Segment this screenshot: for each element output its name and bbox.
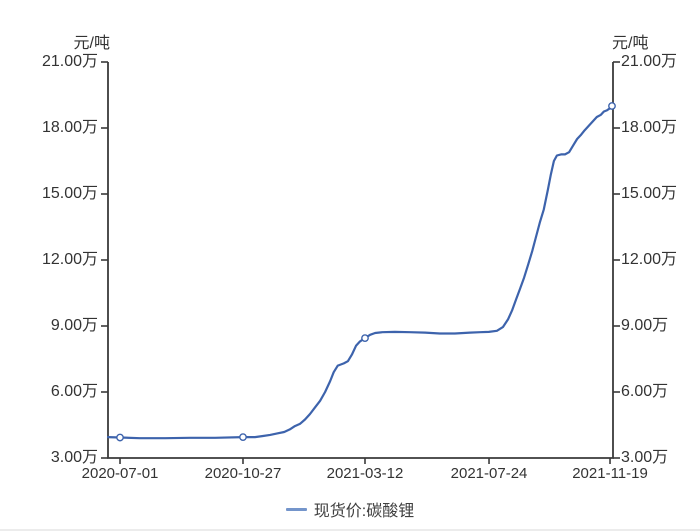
x-axis-tick-label: 2021-07-24 <box>450 465 528 482</box>
legend: 现货价:碳酸锂 <box>0 497 700 521</box>
price-line <box>106 104 614 440</box>
y-axis-tick-label-right: 6.00万 <box>621 383 669 400</box>
data-point-marker <box>608 102 616 110</box>
x-axis-tick-label: 2021-03-12 <box>326 465 404 482</box>
y-axis-tick-label-right: 9.00万 <box>621 317 669 334</box>
y-axis-tick-label-right: 15.00万 <box>621 185 678 202</box>
legend-label: 现货价:碳酸锂 <box>313 503 415 520</box>
y-axis-tick-label-left: 21.00万 <box>41 53 98 70</box>
y-axis-tick-label-right: 3.00万 <box>621 449 669 466</box>
x-axis-tick-label: 2020-07-01 <box>81 465 159 482</box>
x-axis-tick-label: 2021-11-19 <box>572 465 648 482</box>
y-axis-tick-label-left: 15.00万 <box>41 185 98 202</box>
y-axis-tick-label-right: 21.00万 <box>621 53 678 70</box>
y-axis-tick-label-left: 18.00万 <box>41 119 98 136</box>
y-axis-tick-label-right: 18.00万 <box>621 119 678 136</box>
y-axis-tick-label-left: 3.00万 <box>50 449 98 466</box>
y-axis-tick-label-right: 12.00万 <box>621 251 678 268</box>
line-series-swatch-icon <box>285 507 307 511</box>
y-axis-unit-left: 元/吨 <box>73 35 110 52</box>
legend-item-spot-price[interactable]: 现货价:碳酸锂 <box>285 497 415 521</box>
data-point-marker <box>116 433 124 442</box>
bottom-divider <box>0 529 700 531</box>
y-axis-unit-right: 元/吨 <box>612 35 649 52</box>
y-axis-tick-label-left: 9.00万 <box>50 317 98 334</box>
axis-frame <box>107 62 614 459</box>
data-point-marker <box>361 334 369 342</box>
data-point-marker <box>239 433 247 441</box>
x-axis-tick-label: 2020-10-27 <box>204 465 282 482</box>
y-axis-tick-label-left: 12.00万 <box>41 251 98 268</box>
y-axis-tick-label-left: 6.00万 <box>50 383 98 400</box>
